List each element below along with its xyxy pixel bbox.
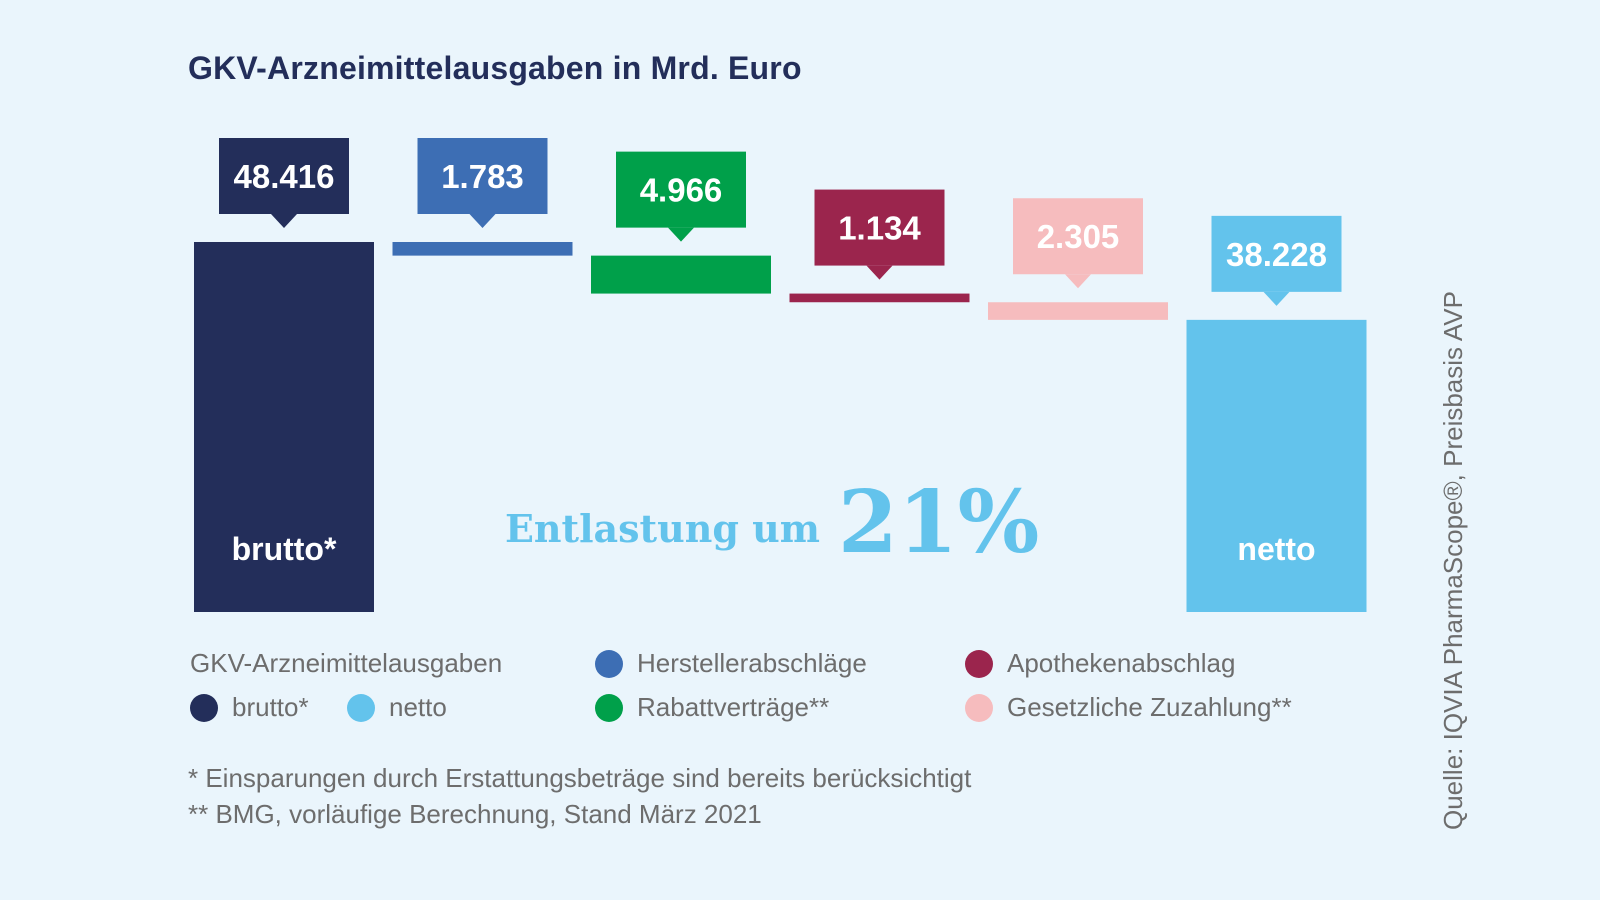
callout-pointer-4 <box>1065 274 1091 289</box>
source-note: Quelle: IQVIA PharmaScope®, Preisbasis A… <box>1438 291 1468 830</box>
legend-label-netto: netto <box>389 692 447 722</box>
value-label-0: 48.416 <box>234 158 335 195</box>
callout-box-0 <box>219 138 349 214</box>
footnote-2: ** BMG, vorläufige Berechnung, Stand Mär… <box>188 799 762 829</box>
bar-3 <box>789 293 970 303</box>
value-label-1: 1.783 <box>441 158 524 195</box>
legend-label-rabattvertraege: Rabattverträge** <box>637 692 830 722</box>
bar-label-5: netto <box>1237 531 1315 567</box>
callout-pointer-1 <box>469 214 496 228</box>
footnote-1: * Einsparungen durch Erstattungsbeträge … <box>188 763 972 793</box>
legend-item-netto: netto <box>347 692 447 723</box>
legend-dot-netto <box>347 693 375 722</box>
legend-label-zuzahlung: Gesetzliche Zuzahlung** <box>1007 692 1292 722</box>
callout-box-4 <box>1013 198 1143 275</box>
callout-box-2 <box>616 151 746 228</box>
value-label-2: 4.966 <box>640 172 723 209</box>
legend-group-label: GKV-Arzneimittelausgaben <box>190 648 502 679</box>
legend-group-text: GKV-Arzneimittelausgaben <box>190 648 503 678</box>
annotation-text: Entlastung um <box>505 506 820 551</box>
callout-pointer-0 <box>271 214 297 228</box>
bar-0 <box>194 242 374 612</box>
legend-item-apothekenabschlag: Apothekenabschlag <box>965 648 1235 679</box>
legend-dot-zuzahlung <box>965 693 993 722</box>
bar-4 <box>988 302 1168 320</box>
chart-title: GKV-Arzneimittelausgaben in Mrd. Euro <box>188 50 802 86</box>
callout-box-1 <box>417 138 548 214</box>
value-label-5: 38.228 <box>1226 236 1327 273</box>
value-label-4: 2.305 <box>1037 218 1120 255</box>
bar-1 <box>392 242 573 256</box>
legend-label-brutto: brutto* <box>232 692 309 722</box>
legend-dot-apothekenabschlag <box>965 649 993 678</box>
legend-dot-brutto <box>190 693 218 722</box>
callout-box-5 <box>1211 215 1342 292</box>
legend-item-brutto: brutto* <box>190 692 309 723</box>
annotation-value: 21% <box>838 472 1039 573</box>
callout-pointer-5 <box>1263 291 1290 306</box>
legend-item-rabattvertraege: Rabattverträge** <box>595 692 829 723</box>
callout-pointer-3 <box>866 265 893 280</box>
value-label-3: 1.134 <box>838 210 921 247</box>
bar-5 <box>1186 319 1367 612</box>
legend-label-apothekenabschlag: Apothekenabschlag <box>1007 648 1236 678</box>
callout-pointer-2 <box>668 227 694 242</box>
legend-dot-rabattvertraege <box>595 693 623 722</box>
bar-2 <box>591 255 771 294</box>
legend-dot-herstellerabschlaege <box>595 649 623 678</box>
bar-label-0: brutto* <box>232 531 337 567</box>
legend-item-zuzahlung: Gesetzliche Zuzahlung** <box>965 692 1292 723</box>
legend-item-herstellerabschlaege: Herstellerabschläge <box>595 648 867 679</box>
legend-label-herstellerabschlaege: Herstellerabschläge <box>637 648 867 678</box>
callout-box-3 <box>814 189 945 266</box>
